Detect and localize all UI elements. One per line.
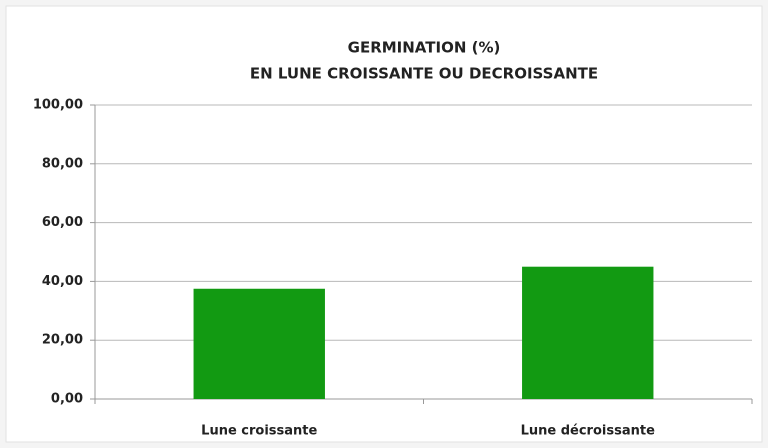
y-tick-label: 100,00 xyxy=(33,98,83,113)
chart-title: EN LUNE CROISSANTE OU DECROISSANTE xyxy=(250,65,598,83)
y-tick-label: 80,00 xyxy=(42,156,83,171)
bar xyxy=(193,288,325,399)
y-tick-label: 20,00 xyxy=(42,333,83,348)
bar xyxy=(522,266,654,399)
y-tick-label: 0,00 xyxy=(51,392,83,407)
y-tick-label: 40,00 xyxy=(42,274,83,289)
chart-title: GERMINATION (%) xyxy=(348,39,501,57)
x-tick-label: Lune croissante xyxy=(201,424,317,439)
x-tick-label: Lune décroissante xyxy=(521,424,655,439)
y-tick-label: 60,00 xyxy=(42,215,83,230)
